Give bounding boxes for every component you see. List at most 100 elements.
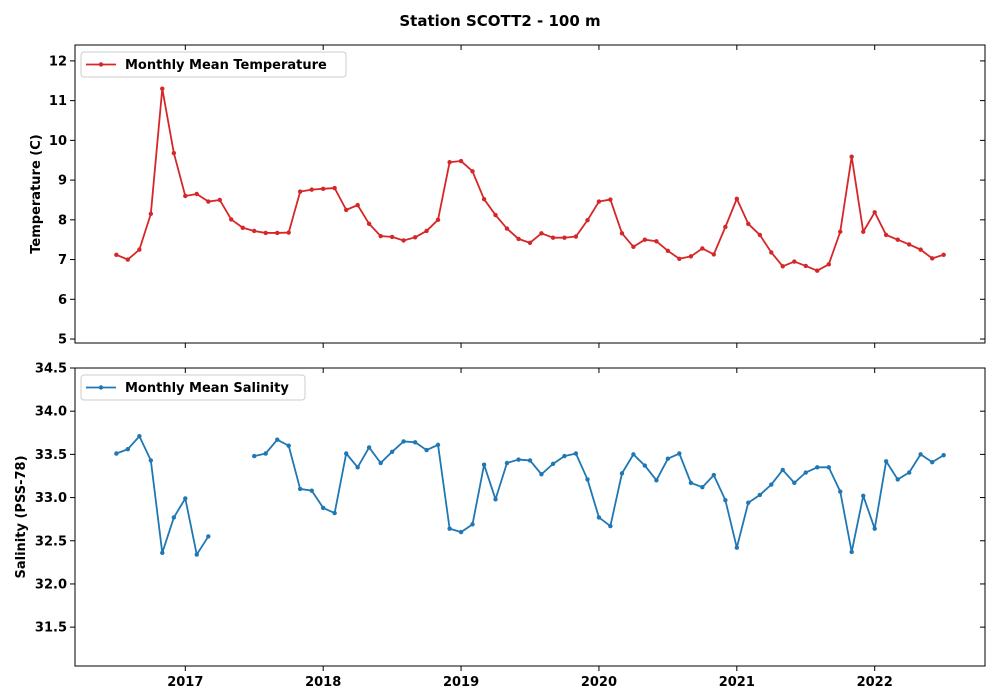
temperature-data-point — [125, 257, 131, 262]
x-tick-label: 2017 — [167, 675, 203, 690]
temperature-data-point — [527, 240, 533, 246]
salinity-data-point — [263, 451, 268, 456]
temperature-y-tick-label: 11 — [49, 94, 67, 109]
salinity-data-point — [424, 447, 429, 453]
salinity-data-point — [470, 522, 475, 527]
temperature-y-tick-label: 6 — [58, 293, 67, 308]
temperature-y-tick-label: 12 — [49, 54, 67, 69]
salinity-data-point — [838, 489, 843, 494]
salinity-data-point — [573, 451, 579, 456]
salinity-data-point — [366, 445, 372, 450]
salinity-data-point — [275, 437, 280, 442]
salinity-legend-label: Monthly Mean Salinity — [125, 381, 289, 396]
x-tick-label: 2018 — [305, 675, 341, 690]
temperature-data-point — [194, 191, 199, 197]
temperature-data-point — [688, 254, 694, 259]
salinity-data-point — [918, 452, 923, 457]
salinity-data-point — [125, 446, 131, 452]
temperature-data-point — [769, 250, 774, 255]
temperature-legend-label: Monthly Mean Temperature — [125, 58, 327, 73]
salinity-data-point — [826, 465, 831, 470]
salinity-data-point — [389, 449, 395, 454]
salinity-data-point — [160, 550, 165, 556]
salinity-legend-box — [80, 374, 306, 401]
temperature-data-point — [435, 217, 441, 223]
temperature-y-axis-label: Temperature (C) — [29, 134, 44, 253]
temperature-data-point — [941, 252, 946, 257]
temperature-data-point — [573, 234, 579, 239]
salinity-legend: Monthly Mean Salinity — [80, 374, 306, 401]
salinity-data-point — [585, 477, 590, 482]
temperature-data-point — [148, 211, 154, 217]
temperature-series — [114, 86, 946, 273]
temperature-legend-marker — [98, 62, 104, 67]
salinity-data-point — [815, 465, 820, 470]
salinity-legend-marker — [98, 385, 104, 390]
temperature-data-point — [389, 234, 395, 240]
temperature-data-point — [585, 218, 590, 223]
temperature-data-point — [539, 231, 544, 236]
temperature-data-point — [631, 244, 636, 250]
salinity-data-point — [516, 457, 521, 462]
temperature-data-point — [654, 239, 659, 244]
temperature-y-ticks: 5 6 7 8 9 10 11 12 — [49, 54, 985, 348]
temperature-data-point — [883, 232, 889, 238]
temperature-data-point — [447, 160, 452, 165]
salinity-data-point — [895, 477, 900, 482]
salinity-data-point — [171, 515, 177, 520]
temperature-data-point — [481, 196, 487, 202]
salinity-data-point — [677, 451, 682, 456]
salinity-data-point — [803, 470, 808, 475]
temperature-data-point — [792, 259, 797, 264]
salinity-data-point — [447, 526, 452, 531]
salinity-y-tick-label: 34.5 — [35, 362, 67, 377]
temperature-data-point — [240, 225, 245, 230]
salinity-data-point — [792, 480, 797, 486]
temperature-data-point — [275, 230, 280, 236]
temperature-y-tick-label: 5 — [58, 333, 67, 348]
salinity-data-point — [481, 462, 487, 467]
salinity-data-point — [906, 470, 912, 475]
temperature-y-tick-label: 9 — [58, 174, 67, 189]
salinity-data-point — [401, 439, 406, 444]
temperature-data-point — [504, 226, 510, 231]
temperature-data-point — [849, 154, 854, 159]
temperature-data-point — [895, 237, 900, 242]
salinity-data-point — [527, 458, 533, 463]
temperature-data-point — [309, 187, 314, 192]
salinity-data-point — [252, 453, 257, 459]
salinity-data-point — [723, 497, 728, 503]
temperature-data-point — [826, 262, 831, 267]
salinity-data-point — [631, 452, 636, 457]
temperature-data-point — [355, 202, 360, 208]
salinity-data-point — [435, 442, 441, 448]
temperature-data-point — [746, 221, 751, 226]
salinity-data-point — [206, 534, 211, 539]
salinity-data-point — [746, 500, 751, 505]
temperature-data-point — [861, 229, 866, 234]
salinity-data-point — [596, 515, 602, 520]
salinity-data-point — [780, 467, 785, 473]
temperature-plot-area — [74, 44, 986, 344]
salinity-data-point — [344, 451, 349, 456]
temperature-data-point — [493, 212, 498, 218]
salinity-data-point — [114, 451, 119, 456]
temperature-data-point — [217, 197, 222, 203]
salinity-y-ticks: 31.5 32.0 32.5 33.0 33.5 34.0 34.5 — [35, 362, 985, 636]
temperature-data-point — [665, 248, 671, 254]
temperature-data-point — [906, 242, 912, 247]
salinity-data-point — [493, 497, 498, 502]
temperature-data-point — [780, 264, 785, 269]
temperature-data-point — [344, 207, 349, 213]
x-tick-label: 2019 — [443, 675, 479, 690]
temperature-y-tick-label: 10 — [49, 134, 67, 149]
temperature-y-tick-label: 8 — [58, 213, 67, 228]
temperature-data-point — [516, 236, 521, 242]
temperature-data-point — [424, 228, 429, 234]
temperature-data-point — [252, 228, 257, 234]
temperature-data-point — [263, 230, 268, 236]
salinity-y-tick-label: 31.5 — [35, 621, 67, 636]
salinity-data-point — [378, 460, 383, 466]
temperature-data-point — [642, 237, 648, 242]
